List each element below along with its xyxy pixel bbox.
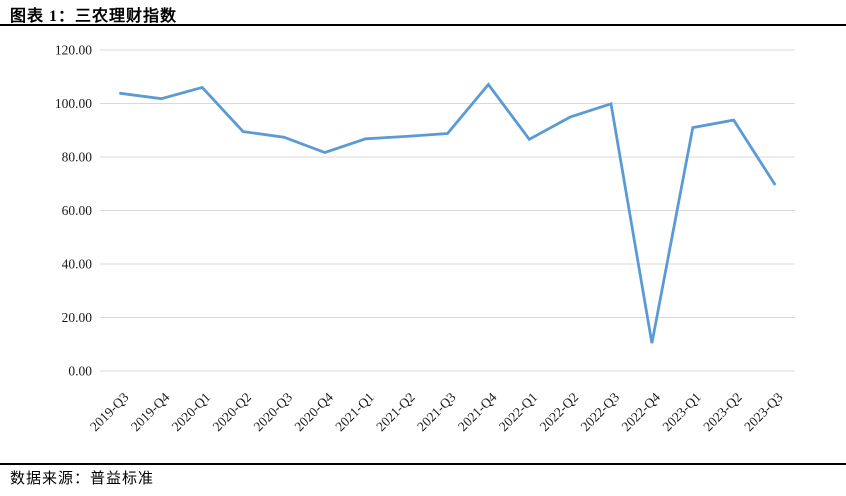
x-axis-tick-label: 2020-Q2 — [210, 390, 255, 435]
x-axis-tick-label: 2021-Q4 — [455, 389, 500, 434]
x-axis-tick-label: 2022-Q4 — [618, 389, 663, 434]
y-axis-tick-label: 0.00 — [68, 364, 92, 379]
x-axis-tick-label: 2020-Q3 — [251, 389, 296, 434]
y-axis-tick-label: 120.00 — [55, 43, 92, 58]
footer-divider — [0, 463, 846, 465]
y-axis-tick-label: 80.00 — [62, 150, 93, 165]
data-source: 数据来源：普益标准 — [10, 471, 155, 487]
x-axis-tick-label: 2023-Q2 — [700, 390, 745, 435]
x-axis-tick-label: 2019-Q4 — [128, 389, 173, 434]
x-axis-tick-label: 2023-Q1 — [659, 390, 704, 435]
x-axis-tick-label: 2019-Q3 — [87, 389, 132, 434]
x-axis-tick-label: 2020-Q1 — [169, 390, 214, 435]
figure-title: 图表 1：三农理财指数 — [10, 8, 178, 25]
series-line — [119, 82, 776, 344]
title-divider — [0, 24, 846, 26]
x-axis-tick-label: 2022-Q1 — [496, 390, 541, 435]
x-axis-tick-label: 2020-Q4 — [291, 389, 336, 434]
line-chart-canvas: 0.00 20.00 40.00 60.00 80.00 100.00 120.00 2019… — [55, 43, 795, 435]
y-axis-tick-label: 20.00 — [62, 310, 93, 325]
y-axis-tick-label: 100.00 — [55, 96, 92, 111]
line-chart: 0.00 20.00 40.00 60.00 80.00 100.00 120.00 2019… — [0, 26, 846, 456]
x-axis-tick-label: 2023-Q3 — [741, 389, 786, 434]
x-axis-tick-label: 2022-Q2 — [537, 390, 582, 435]
x-axis-tick-label: 2021-Q2 — [373, 390, 418, 435]
x-axis-tick-label: 2021-Q3 — [414, 389, 459, 434]
x-axis-tick-label: 2022-Q3 — [578, 389, 623, 434]
x-axis-tick-label: 2021-Q1 — [332, 390, 377, 435]
y-axis-tick-label: 40.00 — [62, 257, 93, 272]
y-axis-tick-label: 60.00 — [62, 203, 93, 218]
